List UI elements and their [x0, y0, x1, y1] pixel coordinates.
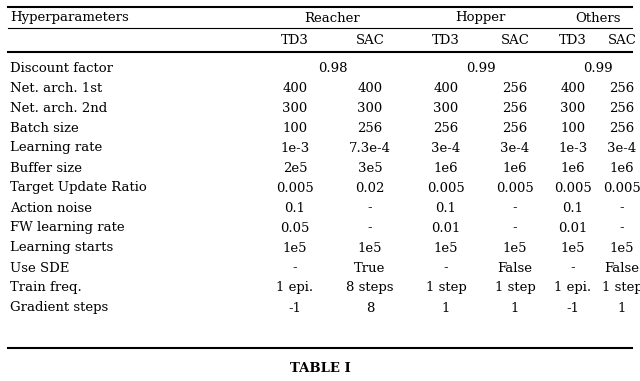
- Text: SAC: SAC: [607, 34, 636, 46]
- Text: Net. arch. 1st: Net. arch. 1st: [10, 82, 102, 94]
- Text: 0.005: 0.005: [276, 181, 314, 194]
- Text: Hopper: Hopper: [455, 11, 506, 24]
- Text: 400: 400: [282, 82, 308, 94]
- Text: 0.005: 0.005: [496, 181, 534, 194]
- Text: 1 step: 1 step: [426, 282, 467, 295]
- Text: 1e5: 1e5: [610, 242, 634, 255]
- Text: 400: 400: [433, 82, 459, 94]
- Text: TD3: TD3: [559, 34, 587, 46]
- Text: -: -: [292, 261, 298, 274]
- Text: False: False: [605, 261, 639, 274]
- Text: 0.05: 0.05: [280, 221, 310, 234]
- Text: 0.1: 0.1: [563, 202, 584, 215]
- Text: 0.99: 0.99: [582, 61, 612, 75]
- Text: 2e5: 2e5: [283, 162, 307, 174]
- Text: Use SDE: Use SDE: [10, 261, 69, 274]
- Text: 1e6: 1e6: [434, 162, 458, 174]
- Text: 1 step: 1 step: [495, 282, 536, 295]
- Text: 0.1: 0.1: [285, 202, 305, 215]
- Text: TD3: TD3: [281, 34, 309, 46]
- Text: TABLE I: TABLE I: [290, 362, 350, 375]
- Text: 1e6: 1e6: [502, 162, 527, 174]
- Text: -1: -1: [289, 301, 301, 314]
- Text: Discount factor: Discount factor: [10, 61, 113, 75]
- Text: SAC: SAC: [356, 34, 385, 46]
- Text: SAC: SAC: [500, 34, 529, 46]
- Text: 1e5: 1e5: [434, 242, 458, 255]
- Text: -: -: [368, 221, 372, 234]
- Text: -: -: [571, 261, 575, 274]
- Text: Reacher: Reacher: [305, 11, 360, 24]
- Text: 0.005: 0.005: [554, 181, 592, 194]
- Text: 3e-4: 3e-4: [500, 141, 530, 155]
- Text: False: False: [497, 261, 532, 274]
- Text: 1e6: 1e6: [561, 162, 586, 174]
- Text: 256: 256: [609, 101, 635, 115]
- Text: -: -: [620, 202, 624, 215]
- Text: -: -: [513, 221, 517, 234]
- Text: 256: 256: [502, 122, 527, 134]
- Text: 256: 256: [357, 122, 383, 134]
- Text: 1e5: 1e5: [358, 242, 382, 255]
- Text: 300: 300: [357, 101, 383, 115]
- Text: Hyperparameters: Hyperparameters: [10, 11, 129, 24]
- Text: 1e-3: 1e-3: [558, 141, 588, 155]
- Text: 3e-4: 3e-4: [607, 141, 637, 155]
- Text: Others: Others: [575, 11, 620, 24]
- Text: TD3: TD3: [432, 34, 460, 46]
- Text: Buffer size: Buffer size: [10, 162, 82, 174]
- Text: Net. arch. 2nd: Net. arch. 2nd: [10, 101, 108, 115]
- Text: Action noise: Action noise: [10, 202, 92, 215]
- Text: 3e-4: 3e-4: [431, 141, 461, 155]
- Text: True: True: [355, 261, 386, 274]
- Text: -1: -1: [566, 301, 579, 314]
- Text: 1 epi.: 1 epi.: [554, 282, 591, 295]
- Text: -: -: [368, 202, 372, 215]
- Text: -: -: [620, 221, 624, 234]
- Text: 0.02: 0.02: [355, 181, 385, 194]
- Text: Batch size: Batch size: [10, 122, 79, 134]
- Text: 0.98: 0.98: [317, 61, 348, 75]
- Text: 100: 100: [561, 122, 586, 134]
- Text: 1: 1: [618, 301, 626, 314]
- Text: 8 steps: 8 steps: [346, 282, 394, 295]
- Text: Learning rate: Learning rate: [10, 141, 102, 155]
- Text: 1e5: 1e5: [503, 242, 527, 255]
- Text: 100: 100: [282, 122, 308, 134]
- Text: 0.005: 0.005: [603, 181, 640, 194]
- Text: 3e5: 3e5: [358, 162, 382, 174]
- Text: 0.01: 0.01: [431, 221, 461, 234]
- Text: 256: 256: [609, 82, 635, 94]
- Text: 400: 400: [561, 82, 586, 94]
- Text: 1: 1: [442, 301, 450, 314]
- Text: 7.3e-4: 7.3e-4: [349, 141, 391, 155]
- Text: Learning starts: Learning starts: [10, 242, 113, 255]
- Text: 0.1: 0.1: [435, 202, 456, 215]
- Text: 256: 256: [433, 122, 459, 134]
- Text: 1 epi.: 1 epi.: [276, 282, 314, 295]
- Text: 1e-3: 1e-3: [280, 141, 310, 155]
- Text: 1: 1: [511, 301, 519, 314]
- Text: 1 step: 1 step: [602, 282, 640, 295]
- Text: 1e5: 1e5: [283, 242, 307, 255]
- Text: 1e6: 1e6: [610, 162, 634, 174]
- Text: Train freq.: Train freq.: [10, 282, 82, 295]
- Text: 8: 8: [366, 301, 374, 314]
- Text: 1e5: 1e5: [561, 242, 585, 255]
- Text: 256: 256: [609, 122, 635, 134]
- Text: 0.005: 0.005: [427, 181, 465, 194]
- Text: 0.01: 0.01: [558, 221, 588, 234]
- Text: 256: 256: [502, 101, 527, 115]
- Text: 300: 300: [561, 101, 586, 115]
- Text: Target Update Ratio: Target Update Ratio: [10, 181, 147, 194]
- Text: 300: 300: [433, 101, 459, 115]
- Text: Gradient steps: Gradient steps: [10, 301, 108, 314]
- Text: 300: 300: [282, 101, 308, 115]
- Text: 256: 256: [502, 82, 527, 94]
- Text: 0.99: 0.99: [466, 61, 495, 75]
- Text: 400: 400: [357, 82, 383, 94]
- Text: -: -: [444, 261, 448, 274]
- Text: -: -: [513, 202, 517, 215]
- Text: FW learning rate: FW learning rate: [10, 221, 125, 234]
